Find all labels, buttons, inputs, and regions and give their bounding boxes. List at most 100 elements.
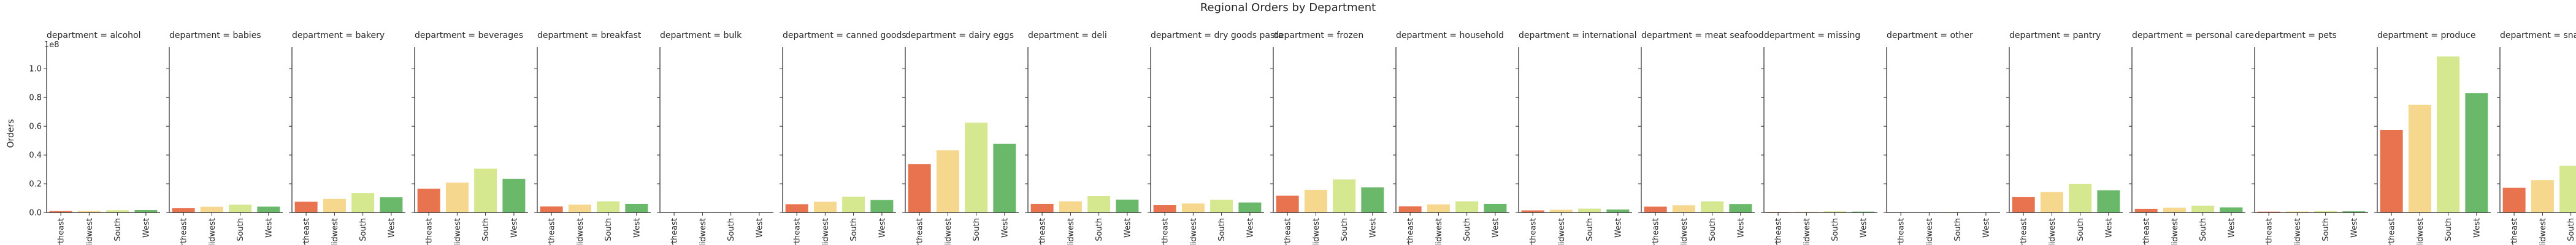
bar-west xyxy=(257,206,280,213)
x-tick-label: West xyxy=(1368,218,1378,238)
bar-south xyxy=(2437,56,2460,213)
x-tick-label: Northeast xyxy=(2388,218,2397,245)
bar-west xyxy=(1729,204,1752,213)
bar-midwest xyxy=(323,198,346,213)
facet-panel-breakfast: department = breakfast Northeast Midwest So… xyxy=(534,31,651,245)
x-tick-label: Midwest xyxy=(2048,218,2057,245)
facet-panel-babies: department = babies Northeast Midwest South… xyxy=(166,31,283,245)
bar-south xyxy=(1455,201,1479,213)
bar-south xyxy=(2559,165,2576,213)
x-tick-label: South xyxy=(972,218,981,241)
x-tick-labels: Northeast Midwest South West xyxy=(1038,218,1133,245)
x-tick-label: Northeast xyxy=(916,218,925,245)
facet-panel-missing: department = missing Northeast Midwest Sout… xyxy=(1761,31,1877,245)
bar-west xyxy=(1361,187,1384,213)
bar-south xyxy=(351,193,375,213)
x-tick-label: Midwest xyxy=(2539,218,2548,245)
bar-midwest xyxy=(568,205,591,213)
x-tick-label: Northeast xyxy=(1897,218,1906,245)
x-tick-label: West xyxy=(2104,218,2114,238)
x-tick-labels: Northeast Midwest South West xyxy=(1774,218,1869,245)
panel-title: department = frozen xyxy=(1273,31,1363,40)
x-tick-label: Northeast xyxy=(1038,218,1048,245)
x-tick-labels: Northeast Midwest South West xyxy=(1284,218,1378,245)
bar-west xyxy=(2097,190,2120,213)
panel-title: department = pantry xyxy=(2009,31,2101,40)
x-tick-label: Northeast xyxy=(57,218,66,245)
bar-south xyxy=(1210,200,1233,213)
bar-south xyxy=(2314,211,2337,213)
bar-northeast xyxy=(1276,195,1299,213)
chart-title: Regional Orders by Department xyxy=(1200,1,1376,14)
x-tick-label: West xyxy=(2227,218,2236,238)
panel-title: department = pets xyxy=(2255,31,2337,40)
x-tick-label: West xyxy=(1736,218,1746,238)
panel-title: department = deli xyxy=(1028,31,1107,40)
x-tick-label: West xyxy=(510,218,519,238)
x-tick-label: West xyxy=(1123,218,1132,238)
x-tick-label: West xyxy=(1491,218,1500,238)
bar-south xyxy=(106,210,129,213)
x-tick-label: Northeast xyxy=(425,218,434,245)
x-tick-label: West xyxy=(1246,218,1255,238)
bar-south xyxy=(1823,211,1847,213)
bar-midwest xyxy=(2531,180,2554,213)
facet-panel-beverages: department = beverages Northeast Midwest So… xyxy=(412,31,528,245)
panel-title: department = missing xyxy=(1764,31,1860,40)
x-tick-label: South xyxy=(1831,218,1840,241)
x-tick-labels: Northeast Midwest South West xyxy=(916,218,1010,245)
bar-midwest xyxy=(200,206,223,213)
panel-title: department = beverages xyxy=(415,31,523,40)
x-tick-label: South xyxy=(1095,218,1104,241)
x-tick-label: West xyxy=(2350,218,2359,238)
bar-northeast xyxy=(294,202,318,213)
x-tick-label: Northeast xyxy=(1161,218,1170,245)
bar-south xyxy=(2069,184,2092,213)
facet-panel-dairy-eggs: department = dairy eggs Northeast Midwest S… xyxy=(902,31,1019,245)
bar-northeast xyxy=(2012,197,2035,213)
x-tick-labels: Northeast Midwest South West xyxy=(548,218,642,245)
x-tick-label: Northeast xyxy=(180,218,189,245)
panel-title: department = household xyxy=(1396,31,1504,40)
bar-northeast xyxy=(785,204,808,213)
x-tick-label: Midwest xyxy=(453,218,462,245)
bar-south xyxy=(1578,208,1601,213)
x-tick-labels: Northeast Midwest South West xyxy=(2388,218,2482,245)
facet-panel-alcohol: department = alcohol 0.0 0.2 0.4 0.6 0.8 1.0 No… xyxy=(29,31,160,245)
x-tick-label: Midwest xyxy=(1557,218,1566,245)
x-tick-label: South xyxy=(2321,218,2331,241)
x-tick-label: Northeast xyxy=(302,218,312,245)
x-tick-labels: Northeast Midwest South West xyxy=(1161,218,1255,245)
facet-panel-canned-goods: department = canned goods Northeast Midwes… xyxy=(780,31,907,245)
x-tick-label: Midwest xyxy=(576,218,585,245)
bar-south xyxy=(1701,201,1724,213)
x-tick-labels: Northeast Midwest South West xyxy=(57,218,151,245)
x-tick-label: Northeast xyxy=(548,218,557,245)
y-tick-label: 0.6 xyxy=(29,123,42,132)
panel-title: department = bakery xyxy=(292,31,385,40)
bar-northeast xyxy=(417,189,440,213)
panel-title: department = canned goods xyxy=(783,31,907,40)
bar-west xyxy=(1484,203,1507,213)
panel-title: department = babies xyxy=(169,31,261,40)
facet-panel-snacks: department = snacks Northeast Midwest South… xyxy=(2497,31,2576,245)
facet-panels: department = alcohol 0.0 0.2 0.4 0.6 0.8 1.0 No… xyxy=(29,31,2576,245)
x-tick-label: Midwest xyxy=(944,218,953,245)
x-tick-label: South xyxy=(604,218,613,241)
bar-south xyxy=(597,201,620,213)
x-tick-label: Midwest xyxy=(85,218,94,245)
panel-title: department = dry goods pasta xyxy=(1151,31,1283,40)
facet-panel-other: department = other Northeast Midwest South W… xyxy=(1884,31,2000,245)
panel-title: department = breakfast xyxy=(537,31,642,40)
facet-panel-deli: department = deli Northeast Midwest South We… xyxy=(1025,31,1141,245)
bar-northeast xyxy=(1521,210,1544,213)
bar-northeast xyxy=(49,211,72,213)
y-axis-label: Orders xyxy=(6,119,16,148)
bar-midwest xyxy=(77,211,101,213)
y-tick-label: 0.0 xyxy=(29,209,42,218)
x-tick-label: West xyxy=(2472,218,2482,238)
bar-northeast xyxy=(1398,206,1422,213)
facet-panel-bakery: department = bakery Northeast Midwest South… xyxy=(289,31,405,245)
panel-title: department = personal care xyxy=(2132,31,2254,40)
